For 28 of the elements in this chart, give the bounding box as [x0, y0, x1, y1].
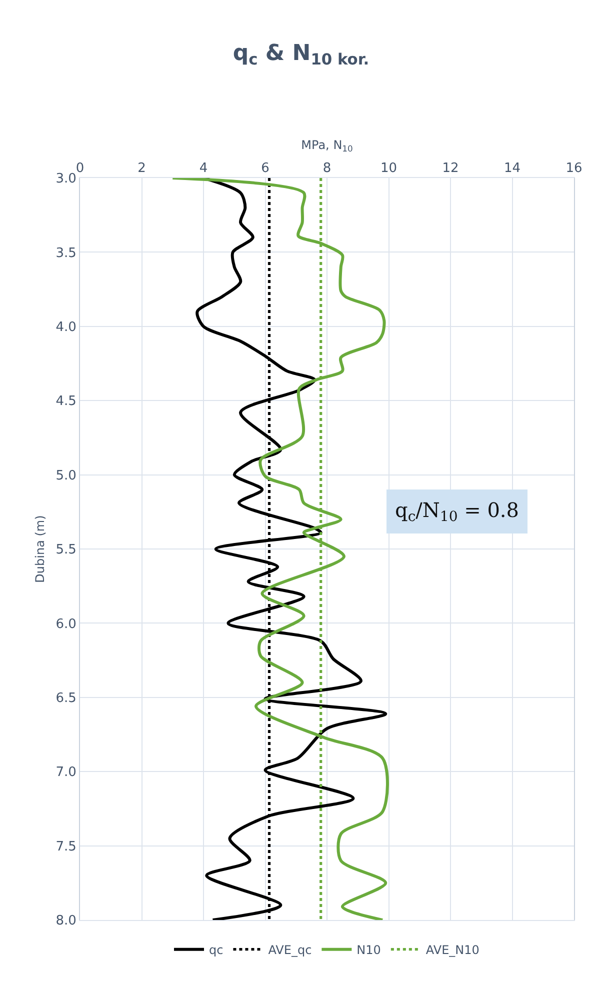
y-tick-label: 3.5 [56, 246, 76, 261]
x-tick-label: 2 [138, 160, 146, 176]
annotation: q$_{c}$/N$_{10}$ = 0.8 [395, 498, 520, 526]
y-tick-label: 8.0 [56, 914, 76, 929]
x-tick-label: 14 [504, 160, 521, 176]
y-tick-label: 5.5 [56, 542, 76, 558]
legend-label: AVE_qc [268, 943, 312, 958]
y-tick-label: 6.0 [56, 616, 76, 632]
legend-label: qc [209, 943, 224, 958]
y-tick-label: 4.5 [56, 394, 76, 410]
x-axis-title: MPa, N$_{10}$ [301, 138, 353, 154]
y-tick-label: 4.0 [56, 320, 76, 335]
x-tick-label: 0 [76, 160, 84, 176]
legend-label: N10 [356, 943, 381, 958]
chart-title: q$_{c}$ & N$_{10 kor.}$ [232, 40, 370, 69]
x-tick-label: 6 [261, 160, 270, 176]
x-tick-label: 8 [322, 160, 332, 176]
legend-label: AVE_N10 [426, 943, 480, 958]
y-tick-label: 5.0 [56, 468, 76, 484]
x-tick-label: 4 [199, 160, 208, 176]
y-tick-label: 7.5 [56, 839, 76, 854]
y-axis-title: Dubina (m) [33, 515, 48, 583]
y-tick-label: 3.0 [56, 172, 76, 187]
y-tick-label: 7.0 [56, 765, 76, 780]
y-tick-label: 6.5 [56, 690, 76, 706]
x-tick-label: 12 [442, 160, 459, 176]
x-tick-label: 10 [380, 160, 398, 176]
x-tick-label: 16 [566, 160, 582, 176]
